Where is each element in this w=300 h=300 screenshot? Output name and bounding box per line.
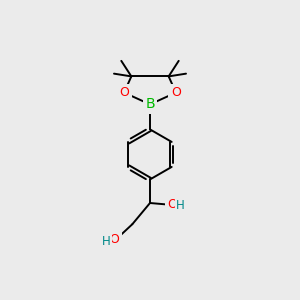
- Text: O: O: [171, 86, 181, 99]
- Text: O: O: [119, 86, 129, 99]
- Text: O: O: [110, 233, 120, 246]
- Text: H: H: [102, 236, 111, 248]
- Text: B: B: [145, 98, 155, 111]
- Text: H: H: [176, 200, 185, 212]
- Text: O: O: [167, 198, 177, 211]
